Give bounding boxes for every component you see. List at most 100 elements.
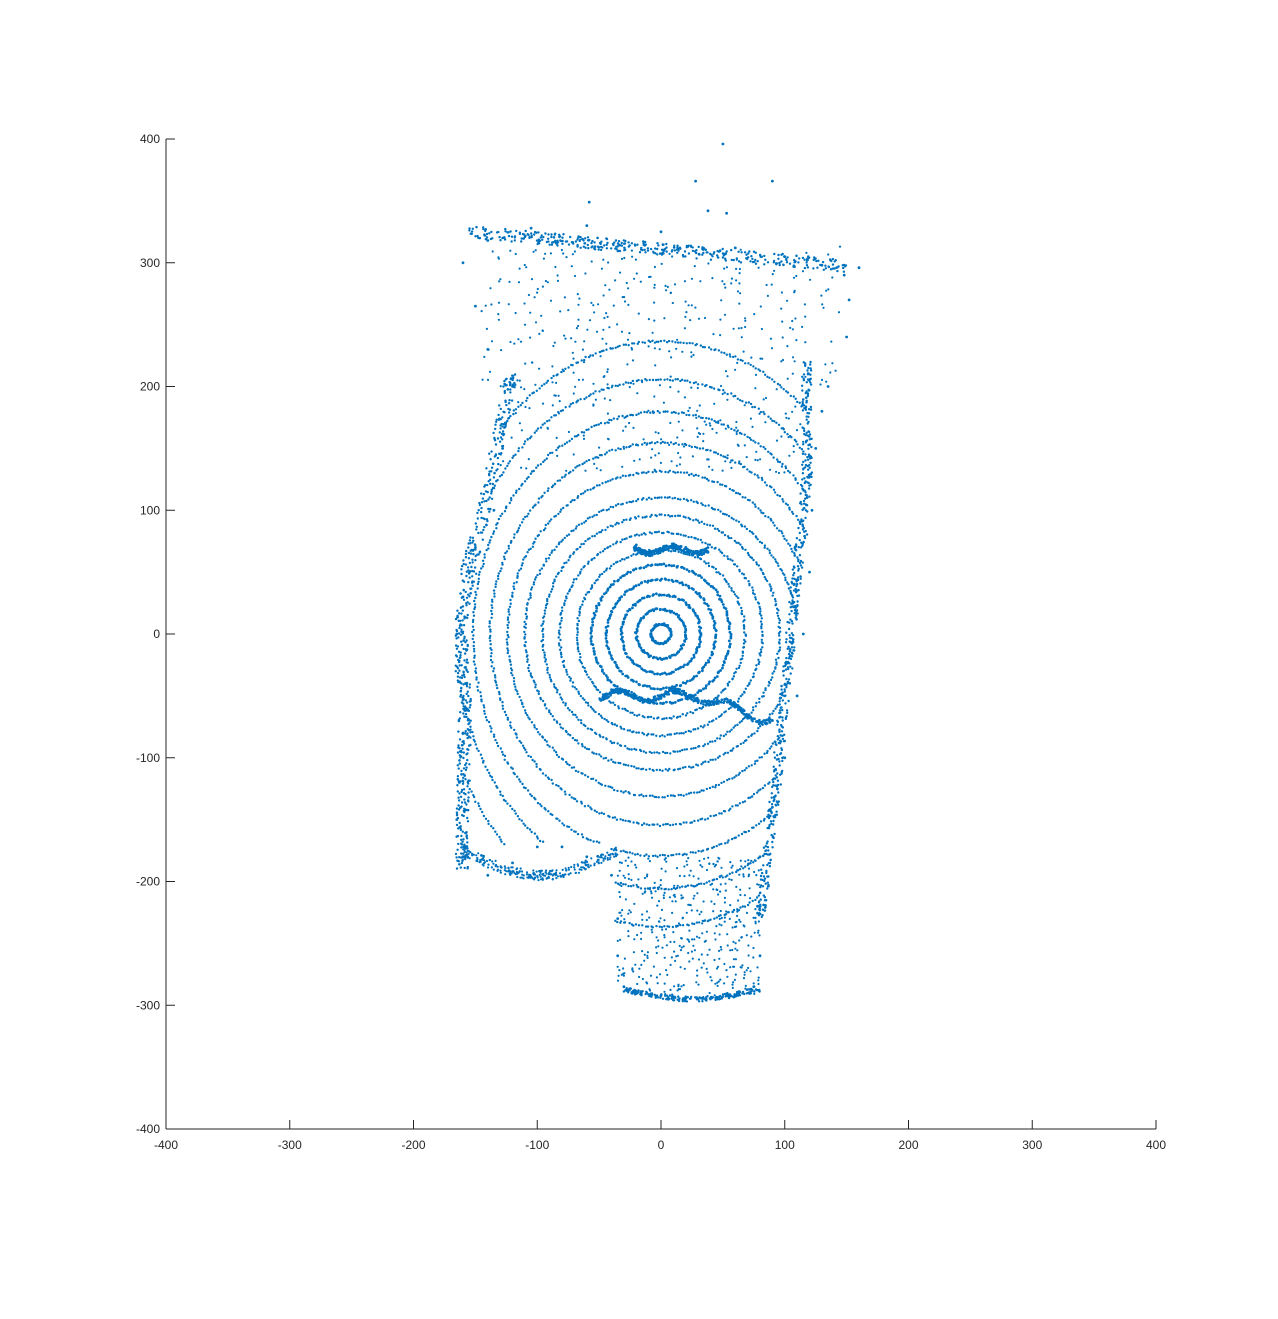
data-point [623, 300, 627, 303]
data-point [673, 768, 676, 771]
data-point [587, 247, 590, 250]
data-point [487, 771, 491, 775]
data-point [462, 838, 465, 841]
data-point [542, 635, 545, 638]
data-point [791, 512, 795, 515]
data-point [672, 549, 675, 552]
data-point [698, 629, 701, 632]
data-point [778, 736, 781, 739]
data-point [612, 417, 616, 420]
data-point [504, 799, 507, 803]
data-point [560, 540, 563, 543]
data-point [465, 685, 469, 688]
data-point [822, 306, 825, 309]
data-point [697, 849, 700, 853]
data-point [514, 812, 517, 815]
data-point [632, 553, 635, 556]
data-point [499, 514, 502, 518]
data-point [556, 721, 559, 724]
data-point [583, 521, 586, 524]
data-point [761, 634, 764, 638]
data-point [691, 342, 694, 345]
data-point [586, 239, 590, 242]
data-point [682, 794, 685, 797]
data-point [597, 781, 600, 784]
data-point [670, 854, 673, 857]
data-point [576, 465, 579, 468]
data-point [561, 758, 565, 761]
data-point [737, 666, 741, 670]
data-point [702, 761, 705, 764]
data-point [712, 678, 716, 682]
data-point [551, 549, 554, 552]
data-point [728, 680, 731, 684]
data-point [540, 384, 544, 387]
data-point [512, 412, 515, 416]
data-point [749, 402, 753, 406]
data-point [480, 310, 483, 313]
data-point [612, 741, 616, 744]
data-point [560, 653, 563, 656]
data-point [508, 460, 512, 463]
data-point [799, 577, 802, 580]
data-point [577, 523, 581, 526]
data-point [804, 315, 807, 318]
data-point [543, 651, 546, 654]
data-point [507, 547, 511, 550]
data-point [740, 251, 743, 254]
data-point [771, 419, 774, 422]
data-point [619, 670, 623, 673]
data-point [617, 705, 620, 708]
data-point [775, 527, 779, 530]
data-point [665, 717, 668, 720]
data-point [663, 925, 666, 928]
data-point [536, 427, 540, 430]
data-point [640, 498, 644, 501]
data-point [582, 245, 585, 248]
data-point [787, 645, 790, 648]
data-point [642, 795, 645, 798]
data-point [763, 852, 766, 856]
data-point [550, 778, 553, 782]
data-point [499, 427, 502, 430]
data-point [776, 652, 779, 655]
data-point [518, 818, 521, 821]
data-point [544, 557, 548, 560]
data-point [669, 752, 672, 755]
data-point [775, 663, 778, 666]
data-point [772, 777, 775, 781]
data-point [572, 578, 576, 581]
data-point [571, 401, 575, 405]
data-point [787, 417, 790, 420]
data-point [788, 471, 792, 474]
data-point [577, 650, 580, 653]
data-point [757, 266, 760, 269]
data-point [530, 232, 533, 235]
data-point [741, 496, 744, 499]
data-point [799, 483, 803, 487]
data-point [581, 745, 584, 748]
data-point [528, 407, 531, 410]
data-point [698, 625, 701, 629]
data-point [759, 610, 762, 613]
data-point [468, 686, 471, 689]
data-point [531, 758, 534, 762]
data-point [656, 496, 659, 500]
data-point [759, 509, 762, 512]
data-point [490, 488, 493, 491]
data-point [540, 314, 543, 317]
data-point [748, 681, 751, 685]
data-point [593, 652, 596, 656]
data-point [645, 471, 648, 475]
data-point [530, 721, 534, 724]
data-point [797, 569, 800, 572]
data-point [752, 675, 755, 678]
data-point [701, 246, 704, 249]
data-point [799, 423, 802, 426]
data-point [680, 581, 684, 585]
data-point [665, 242, 668, 246]
data-point [563, 790, 567, 793]
data-point [649, 715, 653, 719]
data-point [560, 698, 564, 701]
data-point [589, 627, 593, 631]
